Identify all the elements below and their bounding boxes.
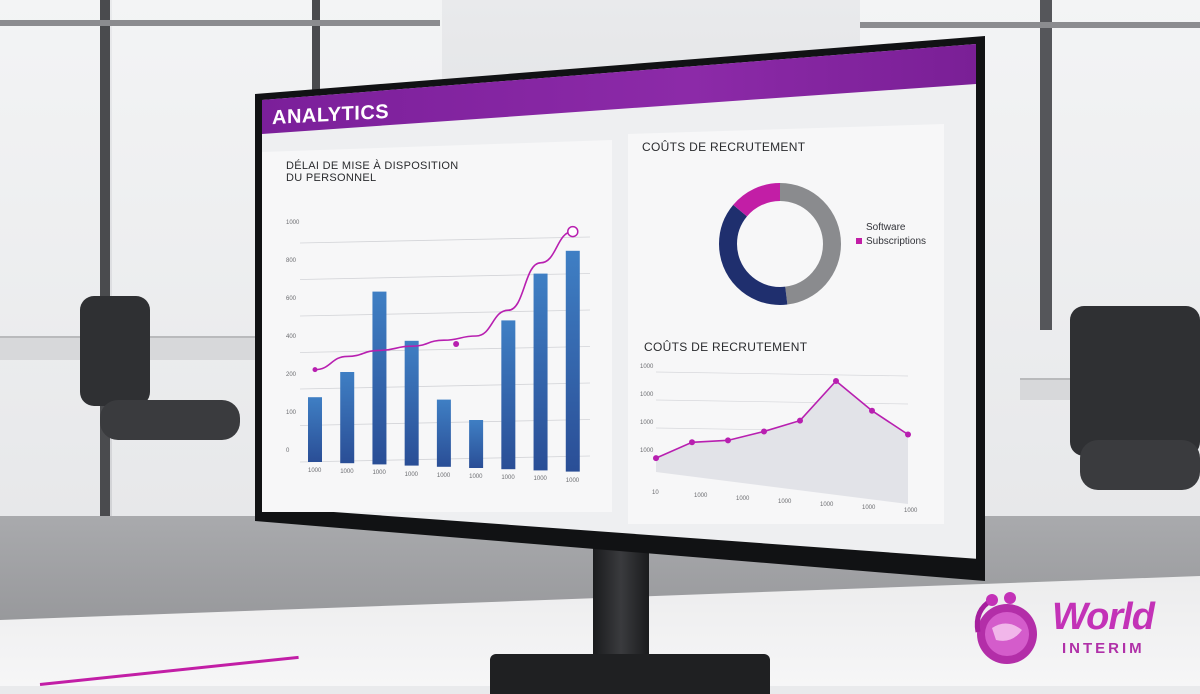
x-tick-label: 1000 xyxy=(372,470,386,477)
bar xyxy=(436,399,451,467)
x-tick-label: 10 xyxy=(652,490,659,496)
grid-line xyxy=(655,371,909,377)
background-window xyxy=(0,0,100,560)
office-chair xyxy=(1080,440,1200,490)
x-tick-label: 1000 xyxy=(862,505,876,511)
y-tick-label: 1000 xyxy=(640,448,654,454)
area-fill xyxy=(656,381,908,504)
x-tick-label: 1000 xyxy=(736,496,750,502)
line-point xyxy=(905,431,911,438)
x-tick-label: 1000 xyxy=(404,471,419,478)
office-chair xyxy=(1070,306,1200,456)
legend-label-subscriptions: Subscriptions xyxy=(866,236,927,247)
legend-item-software: Software xyxy=(866,222,905,233)
bar xyxy=(372,291,387,465)
y-tick-label: 400 xyxy=(286,334,297,340)
x-tick-label: 1000 xyxy=(436,472,451,479)
area-panel-title: COÛTS DE RECRUTEMENT xyxy=(644,340,808,354)
y-tick-label: 1000 xyxy=(286,220,300,226)
bar xyxy=(501,320,516,470)
bar xyxy=(565,250,580,472)
line-point xyxy=(453,341,460,347)
y-tick-label: 600 xyxy=(286,296,297,302)
logo-wordmark: World xyxy=(1052,596,1155,638)
office-chair xyxy=(100,400,240,440)
x-tick-label: 1000 xyxy=(533,476,547,483)
x-tick-label: 1000 xyxy=(501,475,515,482)
grid-line xyxy=(655,399,909,405)
y-tick-label: 0 xyxy=(286,448,290,454)
cost-line xyxy=(655,379,909,459)
donut-panel-title: COÛTS DE RECRUTEMENT xyxy=(642,140,806,154)
x-tick-label: 1000 xyxy=(340,469,354,476)
ceiling-rail xyxy=(860,22,1200,28)
line-point xyxy=(653,455,659,462)
logo-subtitle: INTERIM xyxy=(1062,640,1145,657)
line-point xyxy=(567,225,579,238)
bar xyxy=(469,420,484,468)
y-tick-label: 800 xyxy=(286,258,297,264)
ceiling-rail xyxy=(0,20,440,26)
trend-line xyxy=(314,230,573,371)
y-tick-label: 1000 xyxy=(640,420,654,426)
bar xyxy=(404,340,419,466)
y-tick-label: 1000 xyxy=(640,364,654,370)
y-tick-label: 1000 xyxy=(640,392,654,398)
donut-slice xyxy=(719,183,841,305)
left-panel-title-line2: DU PERSONNEL xyxy=(286,172,377,184)
window-frame xyxy=(1040,0,1052,330)
bar xyxy=(340,372,355,464)
x-tick-label: 1000 xyxy=(469,474,483,480)
line-point xyxy=(312,367,318,373)
line-point xyxy=(725,437,731,444)
office-chair xyxy=(80,296,150,406)
left-panel-title: DÉLAI DE MISE À DISPOSITION DU PERSONNEL xyxy=(286,160,459,184)
x-tick-label: 1000 xyxy=(694,493,708,499)
donut-hole xyxy=(738,202,822,286)
x-tick-label: 1000 xyxy=(778,499,792,505)
line-point xyxy=(869,407,875,414)
grid-line xyxy=(299,236,591,244)
world-interim-logo-mark xyxy=(974,592,1037,664)
y-tick-label: 100 xyxy=(286,410,297,416)
line-point xyxy=(761,428,767,435)
line-point xyxy=(797,417,803,424)
x-tick-label: 1000 xyxy=(820,502,834,508)
x-tick-label: 1000 xyxy=(904,508,918,514)
line-point xyxy=(833,378,839,384)
legend-item-subscriptions: Subscriptions xyxy=(856,236,926,247)
line-point xyxy=(689,439,695,446)
legend-swatch-subscriptions xyxy=(856,238,862,244)
legend-label-software: Software xyxy=(866,222,906,233)
bar xyxy=(308,397,322,462)
x-tick-label: 1000 xyxy=(308,468,322,474)
x-tick-label: 1000 xyxy=(565,477,580,484)
bar xyxy=(533,273,548,471)
left-panel-title-line1: DÉLAI DE MISE À DISPOSITION xyxy=(286,160,459,172)
donut-slice xyxy=(719,183,841,305)
y-tick-label: 200 xyxy=(286,372,297,378)
